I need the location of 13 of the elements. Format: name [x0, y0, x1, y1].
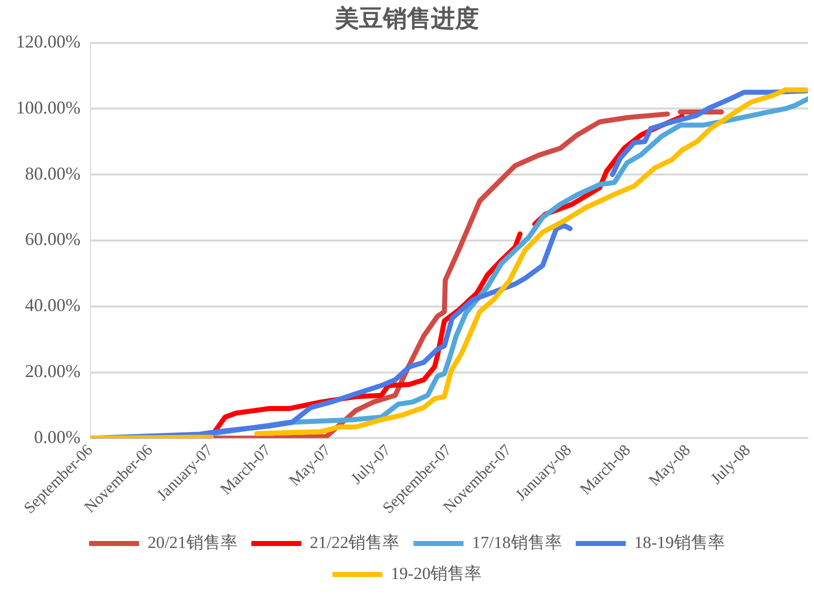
y-tick-label: 0.00% — [34, 426, 80, 447]
y-tick-label: 80.00% — [24, 163, 80, 184]
legend-label: 20/21销售率 — [148, 532, 238, 552]
legend-label: 18-19销售率 — [634, 532, 725, 552]
y-tick-label: 60.00% — [24, 229, 80, 250]
y-tick-label: 120.00% — [16, 32, 80, 52]
legend-label: 17/18销售率 — [472, 532, 562, 552]
y-tick-label: 100.00% — [16, 97, 80, 118]
y-tick-label: 20.00% — [24, 361, 80, 382]
chart-title: 美豆销售进度 — [334, 4, 479, 33]
y-tick-label: 40.00% — [24, 295, 80, 316]
legend-label: 19-20销售率 — [390, 564, 482, 583]
legend-label: 21/22销售率 — [310, 532, 400, 552]
